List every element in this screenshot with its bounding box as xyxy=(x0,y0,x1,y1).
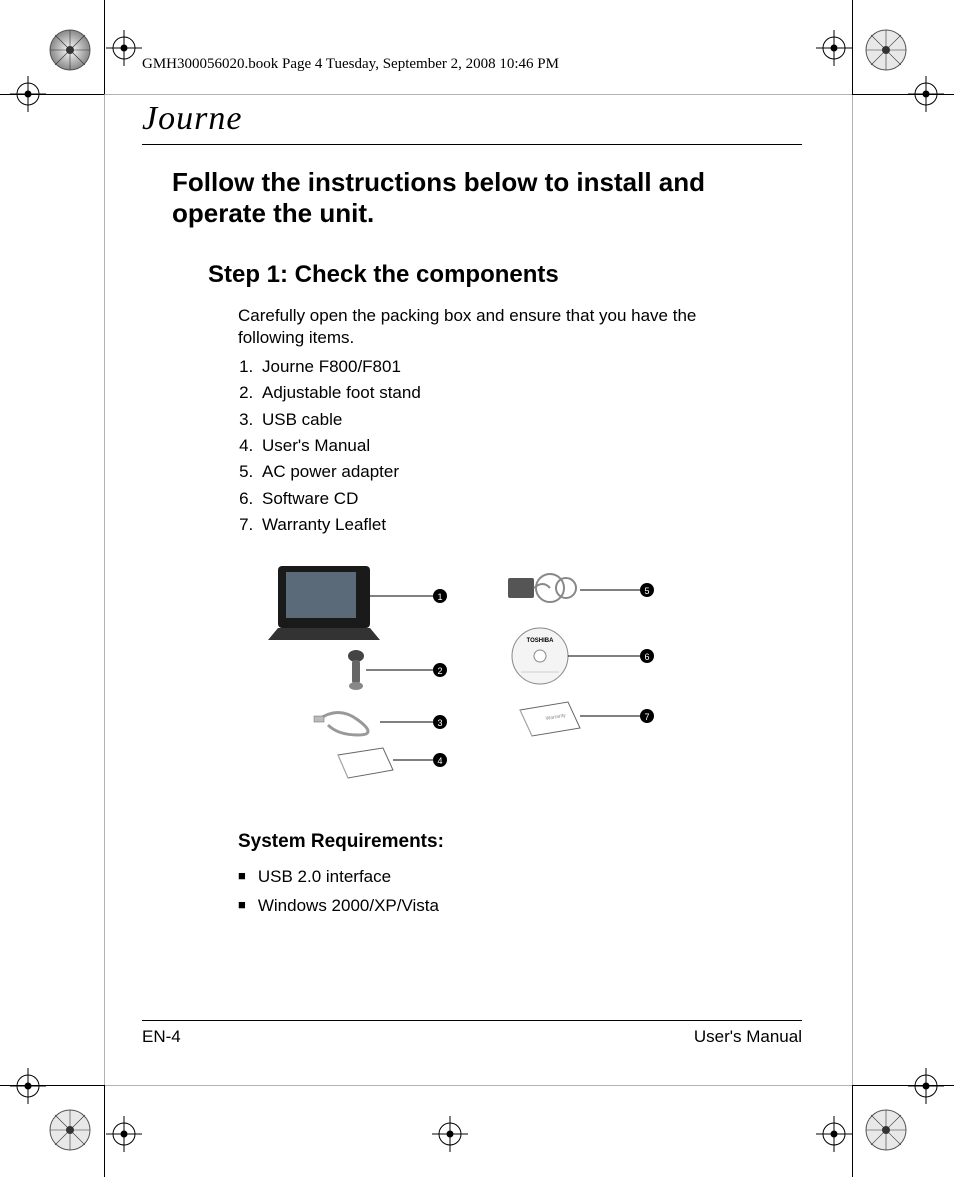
list-item: User's Manual xyxy=(258,433,802,459)
main-heading: Follow the instructions below to install… xyxy=(172,167,802,229)
registration-mark-icon xyxy=(816,1116,852,1152)
divider xyxy=(142,144,802,145)
svg-text:3: 3 xyxy=(437,718,442,728)
list-item: AC power adapter xyxy=(258,459,802,485)
registration-mark-icon xyxy=(908,1068,944,1104)
registration-mark-icon xyxy=(106,1116,142,1152)
svg-text:1: 1 xyxy=(437,592,442,602)
document-title: User's Manual xyxy=(694,1027,802,1047)
list-item: USB 2.0 interface xyxy=(238,863,802,892)
svg-text:6: 6 xyxy=(644,652,649,662)
svg-text:7: 7 xyxy=(644,712,649,722)
list-item: Software CD xyxy=(258,486,802,512)
intro-text: Carefully open the packing box and ensur… xyxy=(238,305,738,348)
step-heading: Step 1: Check the components xyxy=(208,261,802,289)
registration-mark-icon xyxy=(10,1068,46,1104)
registration-mark-icon xyxy=(10,76,46,112)
svg-text:5: 5 xyxy=(644,586,649,596)
components-list: Journe F800/F801 Adjustable foot stand U… xyxy=(258,354,802,538)
target-icon xyxy=(864,1108,908,1152)
svg-text:4: 4 xyxy=(437,756,442,766)
requirements-list: USB 2.0 interface Windows 2000/XP/Vista xyxy=(238,863,802,921)
svg-text:2: 2 xyxy=(437,666,442,676)
registration-mark-icon xyxy=(816,30,852,66)
page-metadata: GMH300056020.book Page 4 Tuesday, Septem… xyxy=(142,56,559,73)
registration-mark-icon xyxy=(106,30,142,66)
components-diagram: 1 2 3 xyxy=(268,560,802,795)
target-icon xyxy=(48,1108,92,1152)
target-icon xyxy=(48,28,92,72)
list-item: Warranty Leaflet xyxy=(258,512,802,538)
registration-mark-icon xyxy=(432,1116,468,1152)
svg-text:TOSHIBA: TOSHIBA xyxy=(527,638,555,644)
page-number: EN-4 xyxy=(142,1027,181,1047)
list-item: USB cable xyxy=(258,407,802,433)
list-item: Windows 2000/XP/Vista xyxy=(238,892,802,921)
system-requirements-heading: System Requirements: xyxy=(238,831,802,853)
target-icon xyxy=(864,28,908,72)
divider xyxy=(142,1020,802,1021)
list-item: Adjustable foot stand xyxy=(258,380,802,406)
registration-mark-icon xyxy=(908,76,944,112)
product-logo: Journe xyxy=(142,100,802,138)
list-item: Journe F800/F801 xyxy=(258,354,802,380)
